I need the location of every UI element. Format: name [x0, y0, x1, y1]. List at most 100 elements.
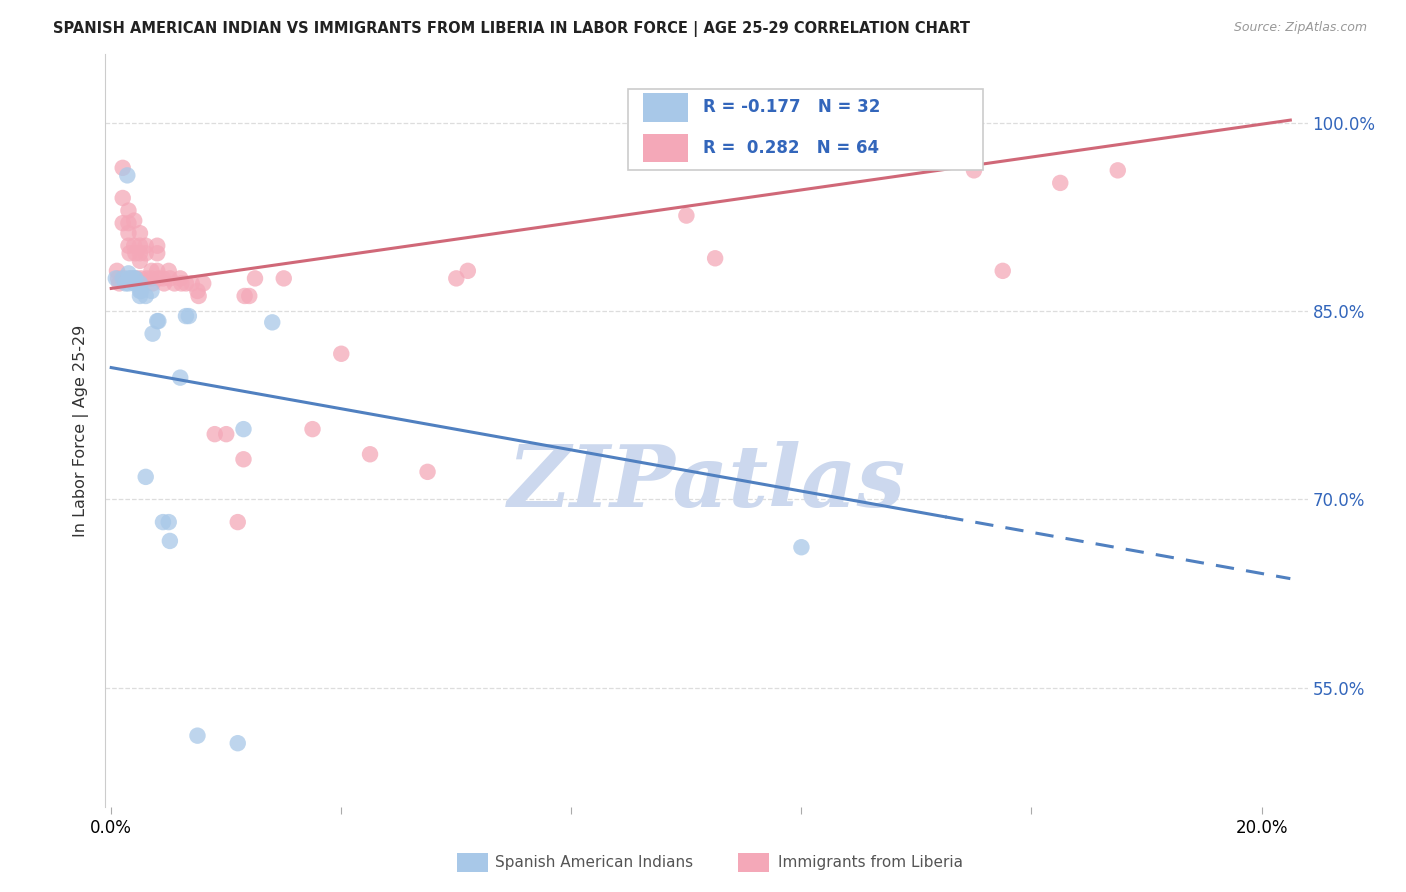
Point — [111, 161, 134, 175]
Point — [135, 271, 157, 285]
Point — [153, 277, 176, 291]
Point — [243, 271, 266, 285]
Point — [135, 246, 157, 260]
Point — [301, 422, 323, 436]
Y-axis label: In Labor Force | Age 25-29: In Labor Force | Age 25-29 — [73, 325, 90, 536]
Point — [186, 729, 208, 743]
Point — [157, 264, 180, 278]
Point — [117, 203, 139, 218]
Point — [174, 277, 197, 291]
Point — [111, 216, 134, 230]
Point — [152, 515, 174, 529]
Text: R =  0.282   N = 64: R = 0.282 N = 64 — [703, 139, 879, 157]
Point — [146, 238, 169, 252]
Point — [169, 370, 191, 384]
Point — [122, 277, 145, 291]
Point — [330, 347, 353, 361]
Point — [148, 271, 170, 285]
Point — [117, 226, 139, 240]
Point — [105, 264, 128, 278]
Point — [141, 271, 163, 285]
Point — [142, 277, 165, 291]
Point — [790, 540, 813, 554]
Point — [129, 226, 152, 240]
Point — [129, 253, 152, 268]
Point — [129, 277, 152, 291]
Point — [125, 271, 148, 285]
Point — [416, 465, 439, 479]
Point — [991, 264, 1014, 278]
Point — [963, 163, 986, 178]
Point — [120, 271, 142, 285]
FancyBboxPatch shape — [628, 89, 983, 170]
Point — [204, 427, 226, 442]
Point — [117, 277, 139, 291]
Bar — [643, 134, 689, 162]
Point — [129, 238, 152, 252]
Point — [104, 271, 127, 285]
Point — [359, 447, 381, 461]
Point — [148, 314, 170, 328]
Point — [141, 284, 163, 298]
Point — [675, 209, 697, 223]
Point — [108, 277, 131, 291]
Point — [112, 271, 135, 285]
Point — [232, 422, 254, 436]
Point — [457, 264, 479, 278]
Text: Spanish American Indians: Spanish American Indians — [495, 855, 693, 870]
Point — [146, 264, 169, 278]
Point — [226, 736, 249, 750]
Point — [107, 271, 129, 285]
Point — [193, 277, 215, 291]
Point — [111, 191, 134, 205]
Text: R = -0.177   N = 32: R = -0.177 N = 32 — [703, 98, 880, 116]
Point — [117, 216, 139, 230]
Point — [146, 246, 169, 260]
Point — [117, 169, 139, 183]
Point — [120, 271, 142, 285]
Text: SPANISH AMERICAN INDIAN VS IMMIGRANTS FROM LIBERIA IN LABOR FORCE | AGE 25-29 CO: SPANISH AMERICAN INDIAN VS IMMIGRANTS FR… — [53, 21, 970, 37]
Point — [124, 246, 146, 260]
Point — [1107, 163, 1129, 178]
Point — [135, 470, 157, 484]
Point — [238, 289, 260, 303]
Point — [122, 213, 145, 227]
Point — [152, 271, 174, 285]
Point — [233, 289, 256, 303]
Point — [163, 277, 186, 291]
Point — [117, 266, 139, 280]
Point — [157, 515, 180, 529]
Point — [232, 452, 254, 467]
Point — [129, 246, 152, 260]
Point — [146, 314, 169, 328]
Point — [273, 271, 295, 285]
Point — [117, 238, 139, 252]
Point — [226, 515, 249, 529]
Point — [446, 271, 468, 285]
Point — [118, 246, 141, 260]
Point — [124, 271, 146, 285]
Point — [117, 271, 139, 285]
Point — [114, 277, 136, 291]
Point — [159, 271, 181, 285]
Point — [129, 284, 152, 298]
Point — [129, 271, 152, 285]
Point — [1049, 176, 1071, 190]
Point — [180, 277, 202, 291]
Point — [141, 264, 163, 278]
Point — [135, 238, 157, 252]
Point — [129, 289, 152, 303]
Point — [262, 315, 284, 329]
Point — [142, 326, 165, 341]
Point — [187, 289, 209, 303]
Point — [186, 284, 208, 298]
Point — [122, 271, 145, 285]
Bar — [643, 93, 689, 121]
Point — [215, 427, 238, 442]
Point — [122, 238, 145, 252]
Text: ZIPatlas: ZIPatlas — [508, 442, 905, 524]
Text: Immigrants from Liberia: Immigrants from Liberia — [778, 855, 963, 870]
Point — [704, 252, 727, 266]
Point — [177, 309, 200, 323]
Point — [135, 289, 157, 303]
